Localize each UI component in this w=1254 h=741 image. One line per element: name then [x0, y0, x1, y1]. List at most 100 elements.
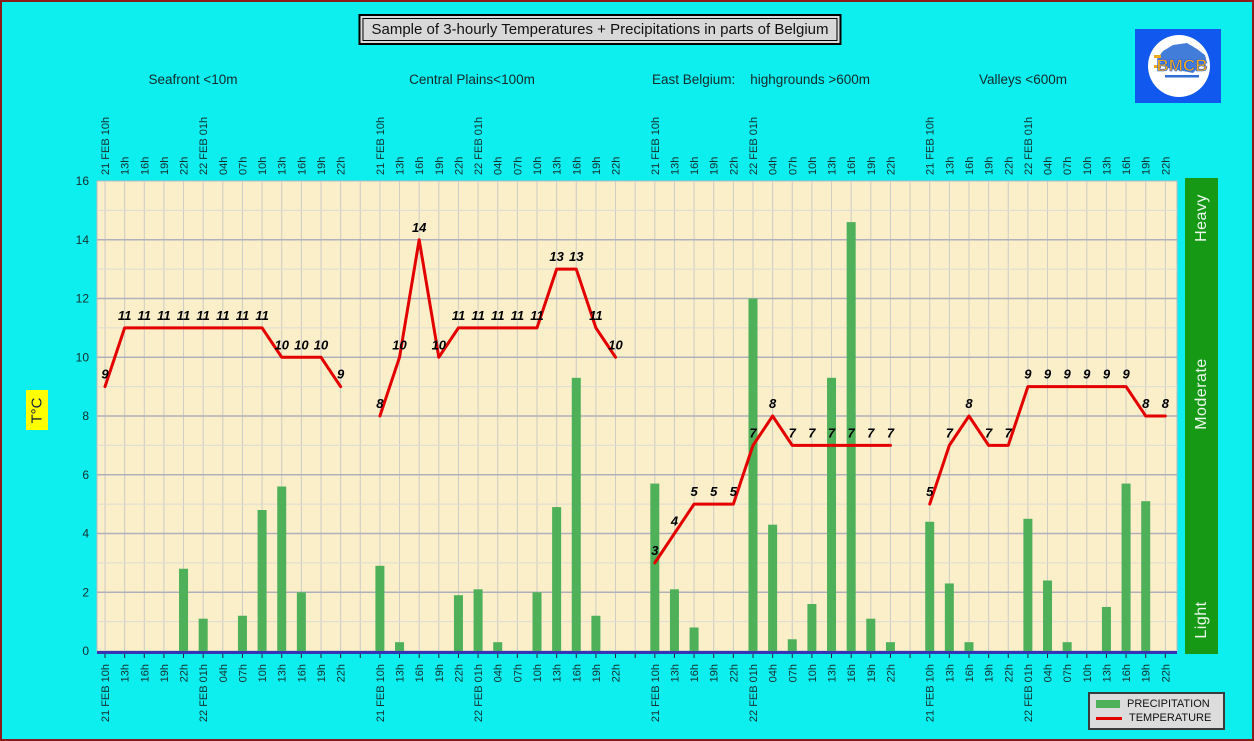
intensity-label-light: Light: [1192, 601, 1210, 639]
precip-bar: [532, 592, 542, 651]
y-tick-label: 14: [76, 233, 90, 247]
x-tick-label-top: 22 FEB 01h: [748, 117, 760, 175]
temperature-line: [103, 326, 343, 389]
temp-value-label: 10: [432, 337, 447, 352]
x-tick-label-top: 22h: [885, 157, 897, 175]
precip-bar: [571, 377, 581, 651]
x-tick-label-bottom: 22h: [611, 664, 623, 682]
intensity-label-heavy: Heavy: [1192, 194, 1210, 242]
x-tick-label-bottom: 22h: [1160, 664, 1172, 682]
temp-value-label: 4: [670, 514, 679, 529]
legend-label-precipitation: PRECIPITATION: [1127, 698, 1210, 710]
temp-value-label: 5: [730, 484, 738, 499]
temp-value-label: 11: [471, 308, 485, 323]
region-header-east-belgium: East Belgium: highgrounds >600m: [651, 72, 871, 87]
precip-bar: [944, 583, 954, 651]
x-tick-label-bottom: 16h: [571, 664, 583, 682]
x-tick-label-top: 10h: [1082, 157, 1094, 175]
x-tick-label-bottom: 22h: [728, 664, 740, 682]
x-tick-label-bottom: 16h: [296, 664, 308, 682]
temp-value-label: 10: [274, 337, 289, 352]
precip-bar: [925, 521, 935, 651]
x-tick-label-bottom: 13h: [277, 664, 289, 682]
x-tick-label-bottom: 10h: [1082, 664, 1094, 682]
x-tick-label-top: 22h: [1003, 157, 1015, 175]
precip-bar: [885, 642, 895, 651]
x-tick-label-bottom: 22h: [453, 664, 465, 682]
temp-value-label: 9: [337, 367, 345, 382]
x-tick-label-top: 22h: [611, 157, 623, 175]
temp-value-label: 7: [887, 425, 895, 440]
x-tick-label-bottom: 22h: [1003, 664, 1015, 682]
x-tick-label-bottom: 07h: [787, 664, 799, 682]
x-tick-label-top: 22 FEB 01h: [473, 117, 485, 175]
precip-bar: [1121, 483, 1131, 651]
y-axis-unit-box: T°C: [26, 390, 48, 430]
legend-item-precipitation: PRECIPITATION: [1096, 697, 1217, 711]
temp-value-label: 10: [608, 337, 623, 352]
y-tick-label: 0: [82, 644, 89, 658]
x-tick-label-top: 19h: [866, 157, 878, 175]
temp-value-label: 9: [1064, 367, 1072, 382]
x-tick-label-top: 22h: [336, 157, 348, 175]
x-tick-label-top: 19h: [316, 157, 328, 175]
temp-value-label: 7: [1005, 425, 1013, 440]
legend-item-temperature: TEMPERATURE: [1096, 711, 1217, 725]
x-tick-label-bottom: 19h: [984, 664, 996, 682]
x-tick-label-top: 07h: [1062, 157, 1074, 175]
precip-bar: [650, 483, 660, 651]
precip-bar: [1101, 606, 1111, 651]
temp-value-label: 7: [867, 425, 875, 440]
x-tick-label-top: 21 FEB 10h: [100, 117, 112, 175]
x-tick-label-top: 16h: [139, 157, 151, 175]
temp-value-label: 5: [710, 484, 718, 499]
x-tick-label-top: 04h: [1043, 157, 1055, 175]
x-tick-label-top: 13h: [1101, 157, 1113, 175]
precip-bar: [827, 377, 837, 651]
bmcb-logo: BMCB: [1135, 29, 1221, 103]
x-tick-label-bottom: 16h: [964, 664, 976, 682]
y-tick-label: 16: [76, 174, 90, 188]
temp-value-label: 11: [255, 308, 269, 323]
x-tick-label-bottom: 10h: [257, 664, 269, 682]
temp-value-label: 7: [828, 425, 836, 440]
x-tick-label-bottom: 22 FEB 01h: [1023, 664, 1035, 722]
precip-bar: [237, 615, 247, 651]
temp-value-label: 9: [1122, 367, 1130, 382]
y-tick-label: 6: [82, 468, 89, 482]
temp-value-label: 13: [569, 249, 584, 264]
precip-bar: [768, 524, 778, 651]
precip-bar: [807, 604, 817, 651]
temp-value-label: 11: [216, 308, 230, 323]
x-tick-label-bottom: 13h: [944, 664, 956, 682]
precip-bar: [1023, 518, 1033, 651]
temp-value-label: 10: [314, 337, 329, 352]
temp-value-label: 10: [392, 337, 407, 352]
x-tick-label-bottom: 21 FEB 10h: [100, 664, 112, 722]
y-tick-label: 10: [76, 350, 90, 364]
precip-bar: [277, 486, 287, 651]
x-tick-label-bottom: 16h: [139, 664, 151, 682]
x-tick-label-bottom: 13h: [395, 664, 407, 682]
temperature-line: [378, 238, 618, 418]
x-tick-label-top: 10h: [532, 157, 544, 175]
x-tick-label-top: 10h: [807, 157, 819, 175]
temp-value-label: 11: [138, 308, 152, 323]
x-tick-label-top: 13h: [944, 157, 956, 175]
x-tick-label-bottom: 19h: [591, 664, 603, 682]
precip-bar: [179, 568, 189, 651]
x-tick-label-top: 19h: [1141, 157, 1153, 175]
precip-bar: [866, 618, 876, 651]
chart-title: Sample of 3-hourly Temperatures + Precip…: [362, 18, 838, 41]
x-tick-label-bottom: 19h: [316, 664, 328, 682]
x-tick-label-top: 22 FEB 01h: [1023, 117, 1035, 175]
x-tick-label-top: 19h: [434, 157, 446, 175]
precip-bar: [552, 507, 562, 651]
precip-bar: [964, 642, 974, 651]
x-tick-label-bottom: 16h: [689, 664, 701, 682]
temp-value-label: 7: [848, 425, 856, 440]
precip-bar: [1043, 580, 1053, 651]
x-tick-label-bottom: 21 FEB 10h: [650, 664, 662, 722]
precip-bar: [395, 642, 405, 651]
